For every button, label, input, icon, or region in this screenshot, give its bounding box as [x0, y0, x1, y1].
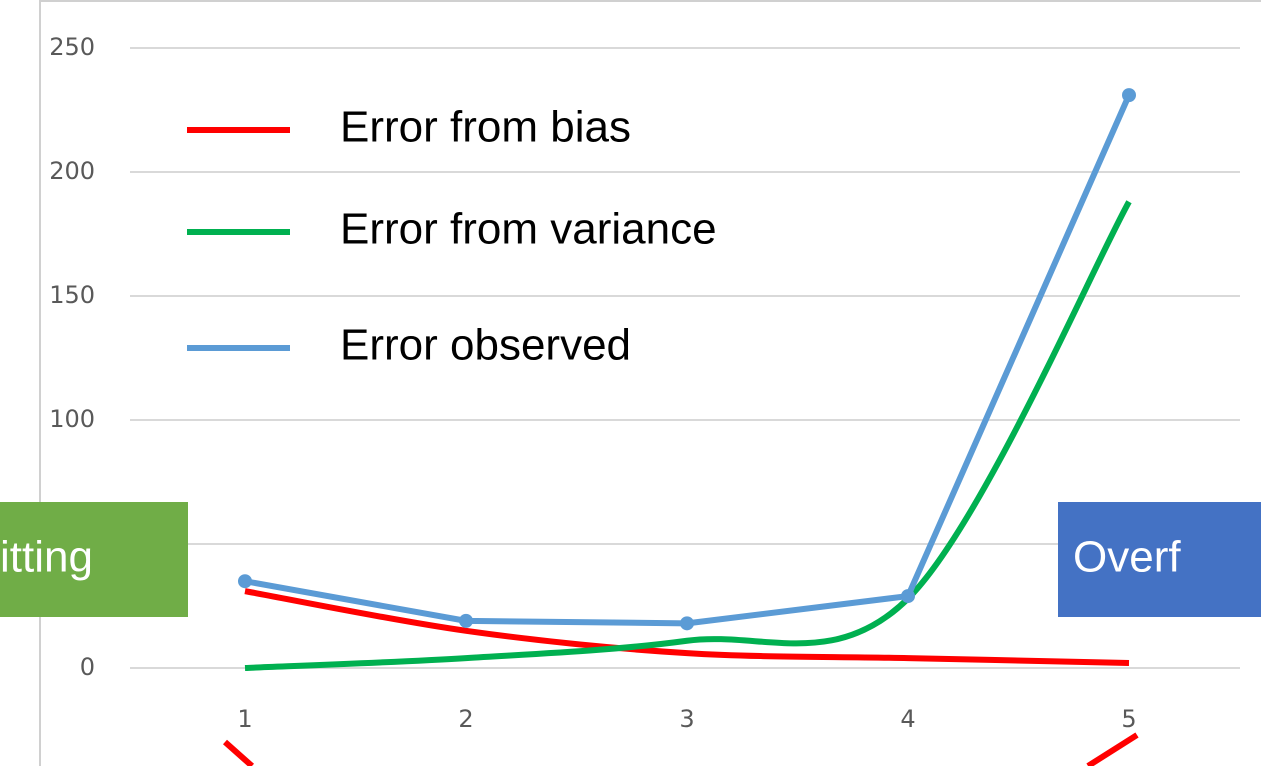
point [901, 589, 915, 604]
x-tick-label: 1 [237, 705, 252, 733]
annotation-text: Overf [1073, 533, 1181, 582]
point [1122, 88, 1136, 103]
point [238, 574, 252, 589]
legend-label: Error observed [340, 321, 631, 370]
x-tick-label: 5 [1121, 705, 1136, 733]
annotation-box [0, 502, 188, 617]
x-tick-label: 3 [679, 705, 694, 733]
legend-label: Error from variance [340, 205, 717, 254]
series-line [244, 588, 1130, 667]
y-tick-label: 250 [49, 33, 95, 61]
legend-label: Error from bias [340, 103, 631, 152]
pointer-line [1086, 732, 1139, 766]
series-line [244, 200, 1132, 671]
y-tick-label: 200 [49, 157, 95, 185]
annotation-text: itting [0, 533, 93, 582]
point [459, 613, 473, 628]
y-tick-label: 100 [49, 405, 95, 433]
point [680, 616, 694, 631]
pointer-line [223, 739, 254, 766]
annotation-box [1058, 502, 1261, 617]
y-tick-label: 0 [80, 653, 95, 681]
y-tick-label: 150 [49, 281, 95, 309]
x-tick-label: 2 [458, 705, 473, 733]
x-tick-label: 4 [900, 705, 915, 733]
